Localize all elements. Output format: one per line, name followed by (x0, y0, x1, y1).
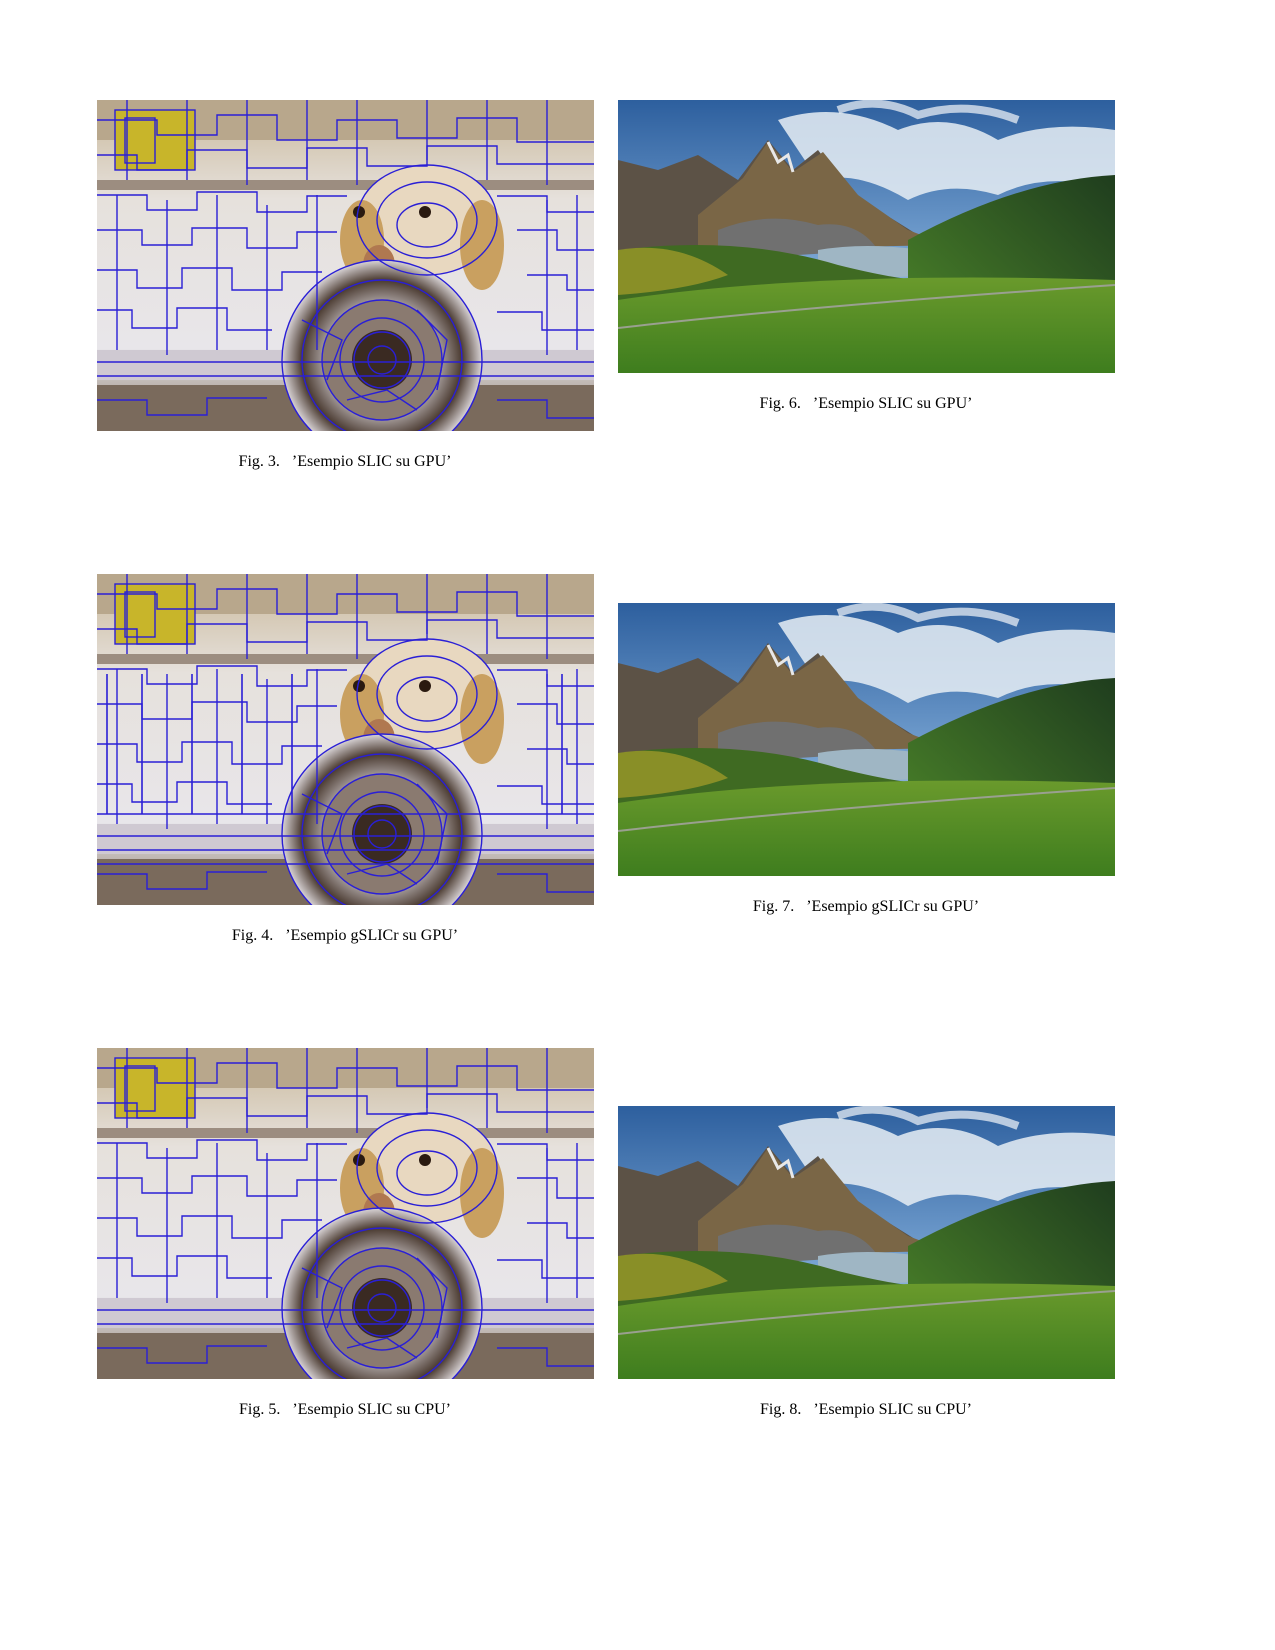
figure-7-title: ’Esempio gSLICr su GPU’ (806, 898, 980, 915)
figure-5-image (97, 1048, 594, 1379)
figure-3-title: ’Esempio SLIC su GPU’ (291, 453, 452, 470)
figure-4-label: Fig. 4. (231, 927, 274, 944)
landscape-image (618, 1106, 1115, 1379)
dog-superpixel-image (97, 574, 594, 905)
figure-3-image (97, 100, 594, 431)
figure-8-caption: Fig. 8. ’Esempio SLIC su CPU’ (606, 1400, 1126, 1420)
landscape-image (618, 100, 1115, 373)
figure-5-label: Fig. 5. (238, 1401, 281, 1418)
figure-5-title: ’Esempio SLIC su CPU’ (292, 1401, 451, 1418)
figure-4-caption: Fig. 4. ’Esempio gSLICr su GPU’ (85, 926, 605, 946)
figure-6-caption: Fig. 6. ’Esempio SLIC su GPU’ (606, 394, 1126, 414)
landscape-image (618, 603, 1115, 876)
figure-4-title: ’Esempio gSLICr su GPU’ (285, 927, 459, 944)
figure-6-label: Fig. 6. (759, 395, 801, 412)
figure-8-title: ’Esempio SLIC su CPU’ (813, 1401, 972, 1418)
figure-3-label: Fig. 3. (238, 453, 280, 470)
figure-8-image (618, 1106, 1115, 1379)
figure-7-caption: Fig. 7. ’Esempio gSLICr su GPU’ (606, 897, 1126, 917)
figure-7-image (618, 603, 1115, 876)
figure-8-label: Fig. 8. (759, 1401, 802, 1418)
figure-6-image (618, 100, 1115, 373)
figure-6-title: ’Esempio SLIC su GPU’ (812, 395, 973, 412)
dog-superpixel-image (97, 100, 594, 431)
figure-3-caption: Fig. 3. ’Esempio SLIC su GPU’ (85, 452, 605, 472)
dog-superpixel-image (97, 1048, 594, 1379)
figure-5-caption: Fig. 5. ’Esempio SLIC su CPU’ (85, 1400, 605, 1420)
figure-7-label: Fig. 7. (752, 898, 795, 915)
figure-4-image (97, 574, 594, 905)
